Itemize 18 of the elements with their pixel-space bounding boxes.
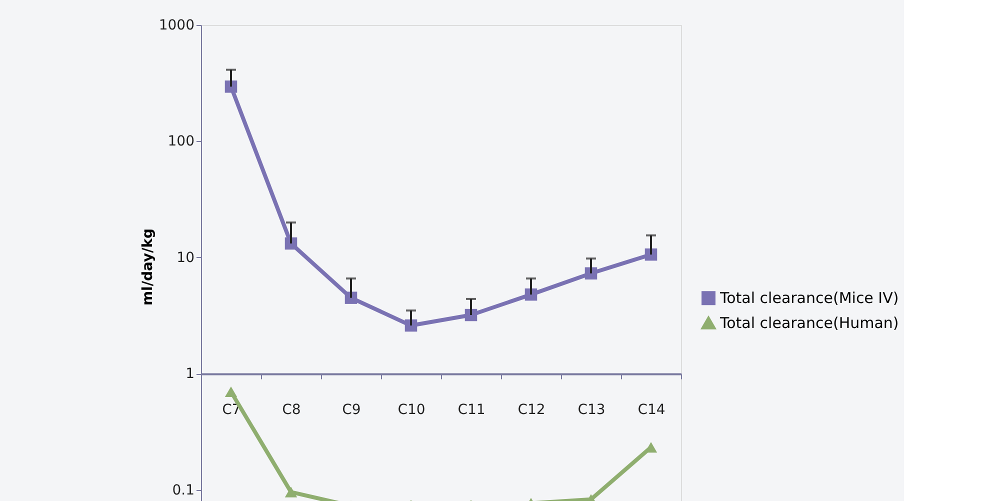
y-tick-label: 1000 [158, 18, 194, 34]
legend-label: Total clearance(Mice IV) [719, 289, 899, 308]
x-tick-label: C14 [638, 402, 666, 418]
x-tick-label: C12 [518, 402, 546, 418]
x-tick-label: C10 [398, 402, 426, 418]
point [224, 80, 238, 93]
legend-label: Total clearance(Human) [719, 314, 899, 332]
y-tick-label: 10 [176, 250, 194, 266]
y-axis-title: ml/day/kg [140, 228, 156, 306]
y-tick-label: 100 [168, 134, 194, 150]
y-tick-label: 1 [186, 366, 194, 382]
x-tick-label: C11 [458, 402, 486, 418]
x-tick-label: C9 [342, 402, 361, 418]
y-tick-label: 0.1 [172, 482, 194, 498]
x-tick-label: C13 [578, 402, 606, 418]
x-tick-label: C8 [282, 402, 301, 418]
point [224, 386, 238, 398]
point [284, 486, 298, 498]
